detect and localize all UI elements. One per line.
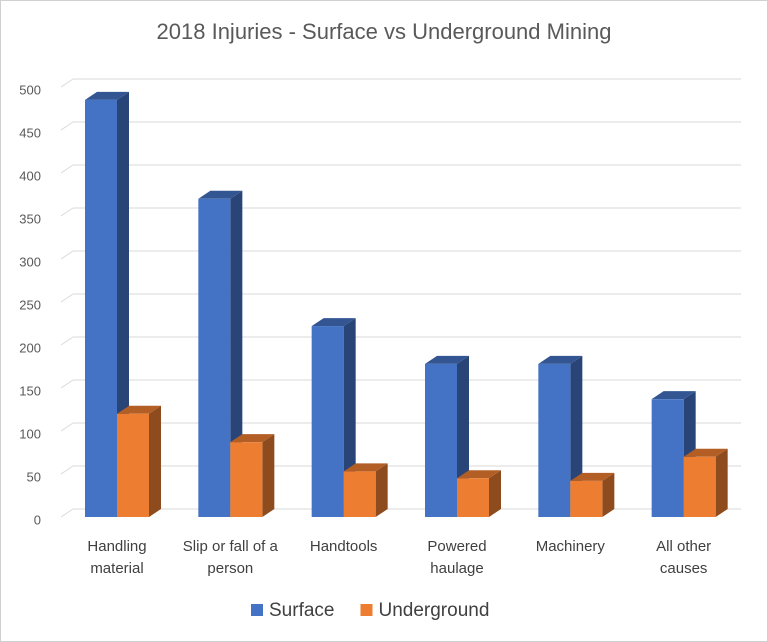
bar bbox=[425, 363, 457, 517]
y-tick-label: 300 bbox=[19, 254, 41, 269]
x-tick-label: Machinery bbox=[535, 538, 605, 555]
bar-side bbox=[489, 470, 501, 517]
legend-swatch bbox=[251, 604, 263, 616]
bar bbox=[311, 326, 344, 517]
y-tick-label: 200 bbox=[19, 340, 41, 355]
grid-line bbox=[60, 336, 74, 346]
chart-title: 2018 Injuries - Surface vs Underground M… bbox=[157, 19, 612, 44]
bar bbox=[85, 99, 117, 518]
bar-top bbox=[198, 190, 243, 199]
y-tick-label: 400 bbox=[19, 168, 41, 183]
bar-top bbox=[85, 91, 129, 100]
bar-top bbox=[425, 355, 469, 364]
legend-swatch bbox=[360, 604, 373, 616]
x-tick-label: Handling material bbox=[87, 538, 147, 577]
bar bbox=[198, 198, 231, 518]
bar-side bbox=[262, 434, 275, 517]
grid-line bbox=[60, 121, 74, 131]
grid-line bbox=[60, 293, 74, 303]
x-tick-label: All other causes bbox=[656, 538, 712, 577]
bar bbox=[651, 399, 684, 517]
legend-label: Surface bbox=[269, 600, 334, 621]
x-tick-label: Handtools bbox=[309, 538, 378, 555]
bar-side bbox=[230, 190, 243, 518]
bar bbox=[538, 363, 571, 517]
bar bbox=[230, 442, 263, 517]
grid-line bbox=[60, 207, 74, 217]
bar bbox=[570, 480, 603, 517]
bar-top bbox=[683, 448, 728, 457]
bar bbox=[683, 456, 716, 517]
bar-side bbox=[149, 405, 161, 517]
bar-top bbox=[457, 470, 501, 479]
grid-line bbox=[60, 379, 74, 389]
y-tick-label: 50 bbox=[27, 469, 41, 484]
bar-top bbox=[230, 434, 275, 443]
bar-side bbox=[602, 472, 615, 517]
bar bbox=[457, 478, 489, 517]
bar-top bbox=[570, 472, 615, 481]
grid-line bbox=[60, 508, 74, 518]
y-tick-label: 350 bbox=[19, 211, 41, 226]
grid-line bbox=[60, 78, 74, 88]
grid-line bbox=[60, 465, 74, 475]
x-tick-label: Powered haulage bbox=[427, 538, 487, 577]
y-tick-label: 500 bbox=[19, 82, 41, 97]
y-tick-label: 100 bbox=[19, 426, 41, 441]
bar bbox=[343, 471, 376, 517]
bar-side bbox=[715, 448, 728, 517]
bar-top bbox=[311, 318, 356, 327]
legend-label: Underground bbox=[378, 600, 489, 621]
y-tick-label: 0 bbox=[34, 512, 41, 527]
y-tick-label: 450 bbox=[19, 125, 41, 140]
bar-top bbox=[538, 355, 583, 364]
bar-side bbox=[375, 463, 388, 517]
grid-line bbox=[60, 164, 74, 174]
grid-line bbox=[60, 250, 74, 260]
grid-line bbox=[60, 422, 74, 432]
x-tick-label: Slip or fall of a person bbox=[182, 538, 278, 577]
bar-top bbox=[343, 463, 388, 472]
y-tick-label: 150 bbox=[19, 383, 41, 398]
bar-top bbox=[651, 391, 696, 400]
y-tick-label: 250 bbox=[19, 297, 41, 312]
bar-top bbox=[117, 405, 161, 414]
bar bbox=[117, 413, 149, 517]
